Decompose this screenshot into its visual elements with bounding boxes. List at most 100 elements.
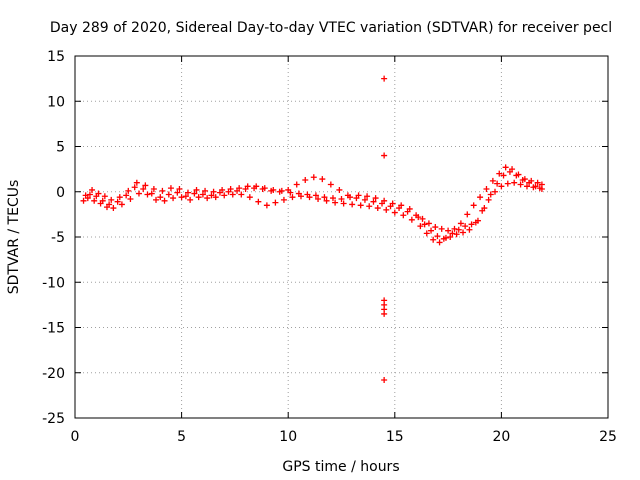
- data-point: [336, 186, 343, 193]
- data-point: [447, 234, 454, 240]
- data-point: [127, 195, 134, 202]
- data-point: [366, 203, 373, 210]
- data-point: [321, 194, 328, 201]
- data-point: [445, 227, 452, 234]
- data-point: [492, 188, 499, 195]
- data-point: [210, 188, 217, 195]
- data-point: [278, 187, 285, 194]
- data-point: [103, 204, 110, 211]
- data-point: [419, 215, 426, 222]
- data-point: [485, 196, 492, 203]
- data-point: [517, 181, 524, 188]
- y-tick-label: -20: [42, 366, 65, 382]
- data-point: [289, 194, 296, 201]
- data-point: [498, 183, 505, 190]
- data-point: [523, 183, 530, 190]
- data-point: [460, 229, 467, 236]
- data-point: [466, 226, 473, 233]
- data-point: [361, 196, 368, 203]
- data-point: [167, 185, 174, 192]
- data-point: [430, 236, 437, 243]
- data-point: [187, 196, 194, 203]
- data-point: [125, 187, 132, 194]
- x-tick-label: 10: [279, 429, 297, 445]
- data-point: [161, 197, 168, 204]
- data-point: [91, 197, 98, 204]
- data-point: [153, 196, 160, 203]
- x-tick-label: 15: [386, 429, 404, 445]
- y-tick-labels: 15 10 5 0 -5 -10 -15 -20 -25: [42, 49, 65, 427]
- data-point: [95, 190, 102, 197]
- data-point: [487, 191, 494, 198]
- data-point: [449, 230, 456, 237]
- x-tick-label: 5: [177, 429, 186, 445]
- data-point: [204, 195, 211, 202]
- series-outliers: [381, 75, 388, 383]
- data-point: [332, 199, 339, 206]
- data-point: [406, 205, 413, 212]
- y-tick-label: -25: [42, 411, 65, 427]
- data-point: [97, 200, 104, 207]
- data-point: [526, 179, 533, 186]
- data-point: [374, 205, 381, 212]
- data-point: [417, 223, 424, 230]
- data-point: [159, 187, 166, 194]
- data-point: [212, 194, 219, 201]
- data-point: [108, 196, 115, 203]
- y-tick-label: -5: [51, 230, 65, 246]
- data-point: [199, 191, 206, 198]
- data-point: [511, 179, 518, 186]
- data-point: [221, 192, 228, 199]
- data-point: [327, 181, 334, 188]
- data-point: [349, 201, 356, 208]
- data-point: [381, 75, 388, 82]
- data-point: [355, 192, 362, 199]
- data-point: [306, 194, 313, 201]
- data-point: [287, 189, 294, 196]
- data-point: [453, 231, 460, 238]
- data-point: [381, 376, 388, 383]
- data-point: [438, 225, 445, 232]
- y-tick-label: -10: [42, 275, 65, 291]
- data-point: [534, 179, 541, 186]
- y-tick-label: 0: [56, 185, 65, 201]
- data-point: [319, 176, 326, 183]
- data-point: [364, 193, 371, 200]
- data-point: [532, 183, 539, 190]
- data-point: [114, 198, 121, 205]
- data-point: [421, 221, 428, 228]
- data-point: [272, 199, 279, 206]
- data-point: [208, 192, 215, 199]
- data-point: [381, 197, 388, 204]
- data-point: [310, 174, 317, 181]
- data-point: [519, 176, 526, 183]
- data-point: [184, 189, 191, 196]
- data-point: [133, 179, 140, 186]
- data-point: [135, 190, 142, 197]
- data-point: [297, 193, 304, 200]
- y-tick-label: 10: [47, 94, 65, 110]
- data-point: [400, 212, 407, 219]
- data-point: [302, 176, 309, 183]
- data-point: [494, 180, 501, 187]
- data-point: [464, 211, 471, 218]
- data-point: [483, 186, 490, 193]
- data-point: [391, 209, 398, 216]
- data-point: [150, 186, 157, 193]
- data-point: [202, 187, 209, 194]
- data-point: [89, 186, 96, 193]
- data-point: [123, 192, 130, 199]
- data-point: [238, 191, 245, 198]
- data-point: [270, 186, 277, 193]
- data-point: [340, 200, 347, 207]
- data-point: [193, 186, 200, 193]
- data-point: [451, 225, 458, 232]
- data-point: [470, 202, 477, 209]
- data-point: [357, 202, 364, 209]
- data-point: [86, 191, 93, 198]
- x-tick-label: 20: [492, 429, 510, 445]
- x-axis-label: GPS time / hours: [282, 459, 399, 475]
- data-point: [434, 233, 441, 240]
